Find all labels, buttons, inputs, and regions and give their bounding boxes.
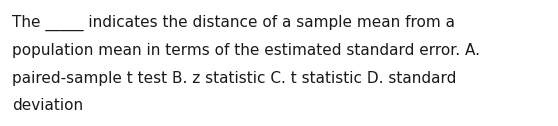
Text: The _____ indicates the distance of a sample mean from a: The _____ indicates the distance of a sa… [12, 15, 455, 31]
Text: population mean in terms of the estimated standard error. A.: population mean in terms of the estimate… [12, 43, 480, 58]
Text: deviation: deviation [12, 98, 83, 113]
Text: paired-sample t test B. z statistic C. t statistic D. standard: paired-sample t test B. z statistic C. t… [12, 71, 456, 86]
